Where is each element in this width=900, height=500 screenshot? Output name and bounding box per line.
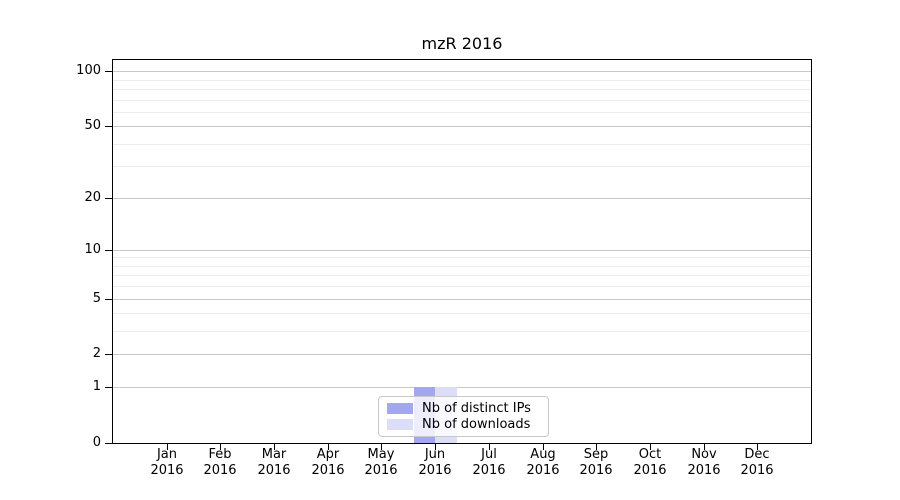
x-tick-label: Oct 2016 <box>620 447 680 479</box>
x-tick-month: Dec <box>744 447 770 462</box>
x-tick-year: 2016 <box>203 463 237 478</box>
minor-gridline <box>113 275 811 276</box>
x-tick-month: Mar <box>261 447 287 462</box>
x-tick-month: Jul <box>481 447 497 462</box>
x-tick-month: Sep <box>583 447 609 462</box>
y-tick-label: 5 <box>92 291 101 306</box>
x-tick <box>543 444 544 450</box>
legend-swatch-distinct-ips-icon <box>387 403 413 415</box>
x-tick <box>489 444 490 450</box>
y-tick <box>105 299 112 300</box>
x-tick-year: 2016 <box>579 463 613 478</box>
x-tick <box>704 444 705 450</box>
minor-gridline <box>113 166 811 167</box>
y-tick-label: 20 <box>84 190 101 205</box>
x-tick-month: May <box>367 447 395 462</box>
y-tick-label: 2 <box>92 346 101 361</box>
x-tick <box>381 444 382 450</box>
x-tick <box>435 444 436 450</box>
x-tick-year: 2016 <box>311 463 345 478</box>
x-tick-label: Apr 2016 <box>298 447 358 479</box>
x-tick-month: Apr <box>316 447 340 462</box>
minor-gridline <box>113 80 811 81</box>
major-gridline <box>113 354 811 355</box>
x-tick <box>596 444 597 450</box>
y-tick-label: 1 <box>92 379 101 394</box>
y-tick-label: 10 <box>84 242 101 257</box>
x-tick-month: Oct <box>638 447 662 462</box>
chart-title: mzR 2016 <box>421 34 503 53</box>
y-tick-label: 50 <box>84 118 101 133</box>
minor-gridline <box>113 112 811 113</box>
y-tick <box>105 198 112 199</box>
x-tick-label: Dec 2016 <box>727 447 787 479</box>
major-gridline <box>113 126 811 127</box>
x-tick-label: Mar 2016 <box>244 447 304 479</box>
x-tick-month: Jun <box>424 447 446 462</box>
x-tick-label: May 2016 <box>351 447 411 479</box>
x-tick <box>328 444 329 450</box>
plot-area: Nb of distinct IPs Nb of downloads <box>112 59 812 444</box>
x-tick <box>757 444 758 450</box>
grid-layer <box>113 60 811 443</box>
x-tick-year: 2016 <box>257 463 291 478</box>
minor-gridline <box>113 100 811 101</box>
minor-gridline <box>113 286 811 287</box>
y-tick <box>105 354 112 355</box>
legend: Nb of distinct IPs Nb of downloads <box>378 396 549 437</box>
minor-gridline <box>113 331 811 332</box>
x-tick-label: Jan 2016 <box>137 447 197 479</box>
x-tick-label: Sep 2016 <box>566 447 626 479</box>
x-tick-year: 2016 <box>418 463 452 478</box>
major-gridline <box>113 250 811 251</box>
y-tick <box>105 443 112 444</box>
x-tick-month: Jan <box>156 447 178 462</box>
y-tick <box>105 250 112 251</box>
x-tick-year: 2016 <box>740 463 774 478</box>
x-tick-month: Nov <box>691 447 717 462</box>
x-tick-label: Nov 2016 <box>674 447 734 479</box>
minor-gridline <box>113 313 811 314</box>
y-tick <box>105 387 112 388</box>
major-gridline <box>113 387 811 388</box>
legend-entry-downloads: Nb of downloads <box>387 417 540 432</box>
x-tick-year: 2016 <box>687 463 721 478</box>
x-tick-month: Aug <box>530 447 556 462</box>
y-tick-label: 0 <box>92 435 101 450</box>
x-tick <box>167 444 168 450</box>
x-tick-year: 2016 <box>150 463 184 478</box>
x-tick-year: 2016 <box>364 463 398 478</box>
x-tick <box>220 444 221 450</box>
x-tick-label: Feb 2016 <box>190 447 250 479</box>
legend-label-downloads: Nb of downloads <box>422 416 531 432</box>
minor-gridline <box>113 89 811 90</box>
x-tick-year: 2016 <box>526 463 560 478</box>
x-tick-label: Aug 2016 <box>513 447 573 479</box>
x-tick-label: Jul 2016 <box>459 447 519 479</box>
x-tick-month: Feb <box>208 447 232 462</box>
minor-gridline <box>113 144 811 145</box>
minor-gridline <box>113 257 811 258</box>
major-gridline <box>113 299 811 300</box>
x-tick <box>650 444 651 450</box>
major-gridline <box>113 198 811 199</box>
bar-layer <box>113 60 811 443</box>
x-tick-year: 2016 <box>633 463 667 478</box>
y-tick-label: 100 <box>76 63 101 78</box>
x-tick <box>274 444 275 450</box>
minor-gridline <box>113 266 811 267</box>
x-tick-year: 2016 <box>472 463 506 478</box>
y-tick <box>105 126 112 127</box>
y-tick <box>105 71 112 72</box>
major-gridline <box>113 71 811 72</box>
legend-label-distinct-ips: Nb of distinct IPs <box>422 401 531 417</box>
legend-swatch-downloads-icon <box>387 418 413 430</box>
legend-entry-distinct-ips: Nb of distinct IPs <box>387 401 540 416</box>
x-tick-label: Jun 2016 <box>405 447 465 479</box>
